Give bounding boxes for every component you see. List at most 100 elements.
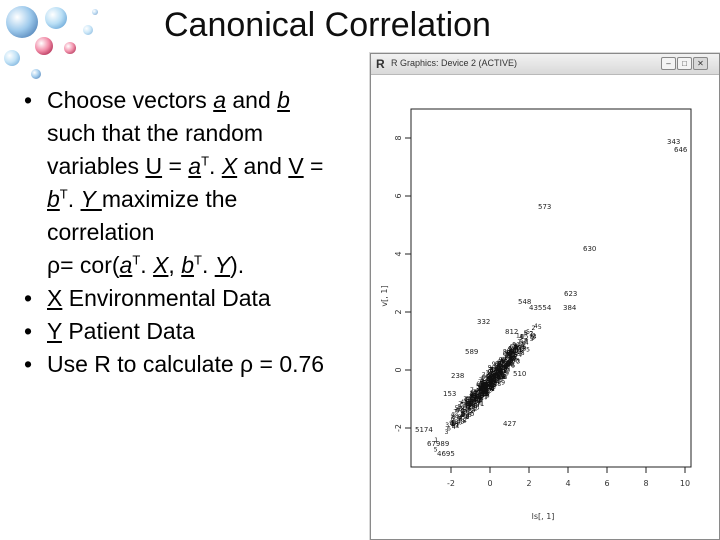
window-title: R Graphics: Device 2 (ACTIVE) <box>391 58 518 68</box>
cloud-point: 2 <box>506 360 510 367</box>
minimize-button[interactable]: – <box>661 57 676 70</box>
cloud-point: 2 <box>474 406 478 413</box>
cloud-point: 8 <box>492 384 496 391</box>
point-label: 4695 <box>437 450 455 458</box>
cloud-point: 4 <box>484 380 488 387</box>
cloud-point: 6 <box>451 416 455 423</box>
cloud-point: 9 <box>499 368 503 375</box>
cloud-point: 5 <box>485 374 489 381</box>
cloud-point: 2 <box>456 423 460 430</box>
cloud-point: 3 <box>531 335 535 342</box>
cloud-point: 3 <box>473 403 477 410</box>
cloud-point: 1 <box>466 397 470 404</box>
cloud-point: 5 <box>524 330 528 337</box>
cloud-point: 1 <box>467 409 471 416</box>
cloud-point: 8 <box>465 401 469 408</box>
maximize-button[interactable]: □ <box>677 57 692 70</box>
cloud-point: 4 <box>515 347 519 354</box>
cloud-point: 4 <box>484 388 488 395</box>
cloud-point: 9 <box>489 384 493 391</box>
cloud-point: 2 <box>478 398 482 405</box>
cloud-point: 1 <box>463 413 467 420</box>
cloud-point: 1 <box>467 403 471 410</box>
cloud-point: 3 <box>473 399 477 406</box>
cloud-point: 5 <box>506 362 510 369</box>
cloud-point: 3 <box>481 389 485 396</box>
cloud-point: 3 <box>485 391 489 398</box>
cloud-point: 6 <box>511 363 515 370</box>
close-button[interactable]: ✕ <box>693 57 708 70</box>
bullet-environmental: • X Environmental Data <box>18 282 363 315</box>
cloud-point: 2 <box>465 414 469 421</box>
cloud-point: 8 <box>481 392 485 399</box>
cloud-point: 6 <box>470 393 474 400</box>
cloud-point: 4 <box>472 407 476 414</box>
cloud-point: 5 <box>488 377 492 384</box>
cloud-point: 7 <box>507 365 511 372</box>
cloud-point: 9 <box>482 391 486 398</box>
cloud-point: 5 <box>479 396 483 403</box>
cloud-point: 1 <box>434 437 438 444</box>
cloud-point: 7 <box>485 385 489 392</box>
cloud-point: 8 <box>484 389 488 396</box>
cloud-point: 8 <box>470 400 474 407</box>
cloud-point: 6 <box>524 330 528 337</box>
cloud-point: 7 <box>469 394 473 401</box>
cloud-point: 8 <box>456 407 460 414</box>
cloud-point: 6 <box>504 364 508 371</box>
cloud-point: 9 <box>498 363 502 370</box>
cloud-point: 4 <box>473 391 477 398</box>
cloud-point: 5 <box>486 376 490 383</box>
cloud-point: 1 <box>486 390 490 397</box>
cloud-point: 9 <box>513 356 517 363</box>
cloud-point: 8 <box>494 373 498 380</box>
cloud-point: 1 <box>498 363 502 370</box>
cloud-point: 6 <box>485 386 489 393</box>
cloud-point: 6 <box>468 406 472 413</box>
cloud-point: 2 <box>505 361 509 368</box>
cloud-point: 9 <box>489 374 493 381</box>
cloud-point: 5 <box>487 382 491 389</box>
cloud-point: 8 <box>496 367 500 374</box>
cloud-point: 9 <box>499 356 503 363</box>
cloud-point: 2 <box>532 325 536 332</box>
cloud-point: 5 <box>476 383 480 390</box>
cloud-point: 3 <box>490 382 494 389</box>
cloud-point: 6 <box>474 395 478 402</box>
cloud-point: 5 <box>484 386 488 393</box>
cloud-point: 4 <box>500 362 504 369</box>
cloud-point: 5 <box>489 380 493 387</box>
cloud-point: 3 <box>509 355 513 362</box>
bullet-dot: • <box>23 285 33 311</box>
cloud-point: 6 <box>489 380 493 387</box>
cloud-point: 7 <box>492 373 496 380</box>
cloud-point: 1 <box>497 371 501 378</box>
cloud-point: 7 <box>470 387 474 394</box>
cloud-point: 4 <box>491 376 495 383</box>
cloud-point: 2 <box>494 378 498 385</box>
cloud-point: 4 <box>483 385 487 392</box>
cloud-point: 7 <box>496 362 500 369</box>
var-Y: Y <box>80 186 102 212</box>
cloud-point: 4 <box>508 348 512 355</box>
cloud-point: 1 <box>491 386 495 393</box>
cloud-point: 1 <box>457 418 461 425</box>
cloud-point: 7 <box>509 351 513 358</box>
cloud-point: 8 <box>520 334 524 341</box>
cloud-point: 6 <box>476 390 480 397</box>
cloud-point: 6 <box>507 348 511 355</box>
cloud-point: 5 <box>526 329 530 336</box>
cloud-point: 3 <box>481 385 485 392</box>
cloud-point: 3 <box>511 358 515 365</box>
text: Patient Data <box>61 318 195 344</box>
cloud-point: 4 <box>482 383 486 390</box>
cloud-point: 8 <box>483 389 487 396</box>
window-titlebar[interactable]: R R Graphics: Device 2 (ACTIVE) – □ ✕ <box>371 54 719 75</box>
cloud-point: 3 <box>492 367 496 374</box>
cloud-point: 1 <box>497 364 501 371</box>
cloud-point: 4 <box>518 352 522 359</box>
cloud-point: 9 <box>498 364 502 371</box>
cloud-point: 3 <box>478 384 482 391</box>
cloud-point: 1 <box>484 386 488 393</box>
